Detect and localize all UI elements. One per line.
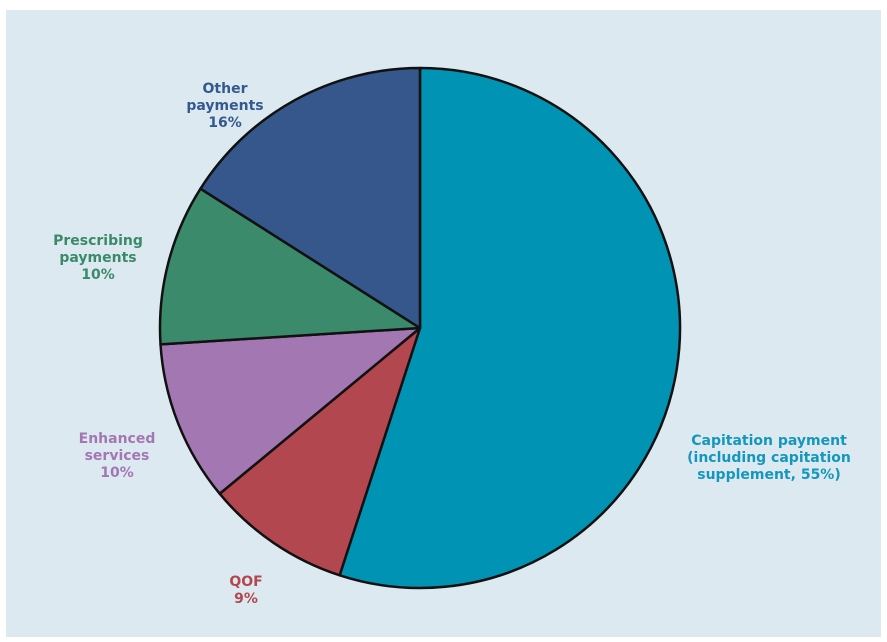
slice-label-line: payments [186,98,263,114]
slice-label-4: Other payments 16% [186,81,263,131]
chart-panel: Capitation payment (including capitation s… [6,10,881,637]
slice-label-line: Other [203,81,248,97]
slice-label-line: Enhanced [79,431,156,447]
pie-slice-2 [159,326,422,495]
pie-slice-4 [199,66,422,330]
pie-slice-0 [338,66,682,590]
slice-label-line: 16% [208,115,242,131]
slice-label-line: 10% [81,267,115,283]
pie-chart: Capitation payment (including capitation s… [53,66,851,607]
slice-label-line: supplement, 55%) [697,467,840,483]
slice-label-line: (including capitation [687,450,851,466]
slice-label-line: payments [59,250,136,266]
slice-label-2: Enhanced services 10% [79,431,156,481]
slice-label-0: Capitation payment (including capitation s… [687,433,851,483]
slice-label-line: QOF [229,574,262,590]
slice-label-line: services [85,448,150,464]
slice-label-line: 9% [234,591,258,607]
slice-label-3: Prescribing payments 10% [53,233,143,283]
pie-slice-1 [218,326,422,577]
slice-label-line: 10% [100,465,134,481]
pie-slice-3 [158,187,422,346]
slice-label-line: Prescribing [53,233,143,249]
slice-label-line: Capitation payment [691,433,847,449]
slice-label-1: QOF 9% [229,574,262,607]
